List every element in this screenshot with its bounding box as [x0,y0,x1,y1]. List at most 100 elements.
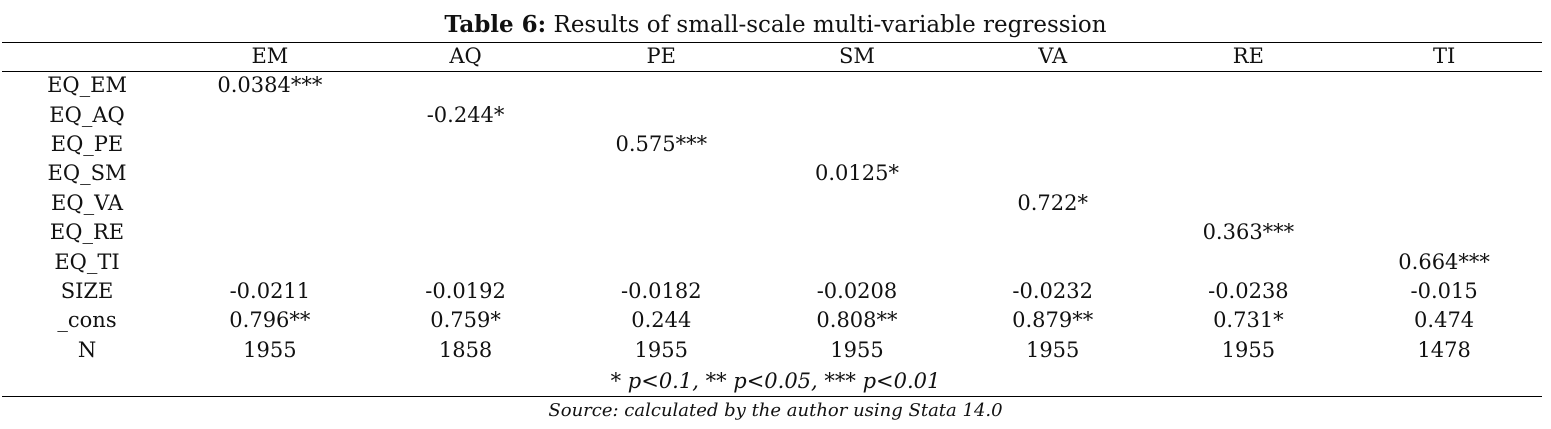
table-cell: -0.0208 [816,278,898,303]
table-cell: 1955 [634,337,688,362]
table-cell [955,159,1151,188]
table-cell [759,100,955,129]
row-label: EQ_RE [49,220,125,245]
table-cell: 0.0384*** [217,73,323,98]
table-cell [759,247,955,276]
table-cell: 1955 [1221,337,1276,362]
table-cell [955,218,1151,247]
table-row: EQ_VA 0.722* [2,189,1542,218]
table-bottom-rule [2,396,1542,397]
table-top-rule [2,42,1542,43]
table-cell: 0.808** [816,308,898,333]
table-cell [1346,130,1542,159]
table-cell [172,100,368,129]
table-cell: 1955 [830,337,884,362]
table-row: EQ_RE 0.363*** [2,218,1542,247]
table-cell [1346,218,1542,247]
table-cell [563,71,759,100]
table-row: N 1955 1858 1955 1955 1955 1955 1478 [2,336,1542,365]
table-cell [1151,100,1347,129]
table-cell: -0.0192 [425,278,506,303]
table-cell [1346,159,1542,188]
table-cell: -0.0182 [620,278,702,303]
table-cell: -0.0211 [229,278,311,303]
table-cell [563,100,759,129]
column-header-va: VA [1038,44,1068,68]
table-header-rule [2,71,1542,72]
table-caption-text: Results of small-scale multi-variable re… [553,12,1107,38]
table-cell [563,159,759,188]
table-cell [955,71,1151,100]
row-label-header [2,42,172,71]
table-cell: -0.015 [1410,278,1478,303]
table-cell: 1858 [438,337,493,362]
table-cell: -0.0238 [1208,278,1289,303]
table-cell [368,218,564,247]
table-cell [368,130,564,159]
column-header-aq: AQ [449,44,482,68]
table-row: EQ_SM 0.0125* [2,159,1542,188]
table-cell: 0.879** [1012,308,1094,333]
table-cell [759,71,955,100]
table-cell [172,247,368,276]
table-cell: 0.474 [1414,308,1475,333]
table-cell: 0.759* [430,308,501,333]
table-cell [172,189,368,218]
row-label: EQ_VA [51,190,123,215]
table-cell [759,189,955,218]
table-cell: -0.244* [426,102,505,127]
row-label: SIZE [60,278,114,303]
row-label: EQ_EM [47,73,127,98]
table-cell [1151,130,1347,159]
table-cell [1346,71,1542,100]
table-cell: 1955 [243,337,297,362]
table-cell [955,130,1151,159]
table-header-row: EM AQ PE SM VA RE TI [2,42,1542,71]
table-cell [1346,189,1542,218]
row-label: EQ_PE [50,131,124,156]
table-cell [1151,189,1347,218]
table-cell [368,247,564,276]
table-row: EQ_EM 0.0384*** [2,71,1542,100]
column-header-pe: PE [646,44,676,68]
row-label: N [77,337,97,362]
regression-table: EM AQ PE SM VA RE TI EQ_EM 0.0384*** [2,42,1542,365]
table-cell: 0.0125* [814,161,899,186]
table-cell [368,189,564,218]
table-cell [955,247,1151,276]
table-cell: 0.664*** [1398,249,1490,274]
table-cell [563,218,759,247]
table-cell: 0.363*** [1202,220,1295,245]
table-cell [955,100,1151,129]
table-cell [759,130,955,159]
table-row: EQ_AQ -0.244* [2,100,1542,129]
table-cell [1151,159,1347,188]
table-cell [172,159,368,188]
row-label: _cons [57,308,117,333]
table-cell: 1955 [1025,337,1080,362]
table-cell [759,218,955,247]
table-cell: 0.731* [1213,308,1284,333]
table-cell [172,218,368,247]
table-cell [1151,71,1347,100]
table-cell: 0.796** [229,308,311,333]
table-cell [563,247,759,276]
table-cell: 0.722* [1017,190,1088,215]
table-caption-label: Table 6: [444,11,547,38]
column-header-ti: TI [1432,44,1456,68]
table-cell: 1478 [1417,337,1471,362]
table-row: SIZE -0.0211 -0.0192 -0.0182 -0.0208 -0.… [2,277,1542,306]
column-header-re: RE [1232,44,1264,68]
row-label: EQ_TI [54,249,120,274]
table-cell: 0.575*** [615,131,708,156]
table-cell [563,189,759,218]
column-header-em: EM [251,44,289,68]
significance-note: * p<0.1, ** p<0.05, *** p<0.01 [610,369,941,393]
column-header-sm: SM [839,44,875,68]
table-cell: -0.0232 [1012,278,1093,303]
table-cell [368,71,564,100]
row-label: EQ_AQ [49,102,125,127]
table-row: _cons 0.796** 0.759* 0.244 0.808** 0.879… [2,306,1542,335]
table-cell [368,159,564,188]
